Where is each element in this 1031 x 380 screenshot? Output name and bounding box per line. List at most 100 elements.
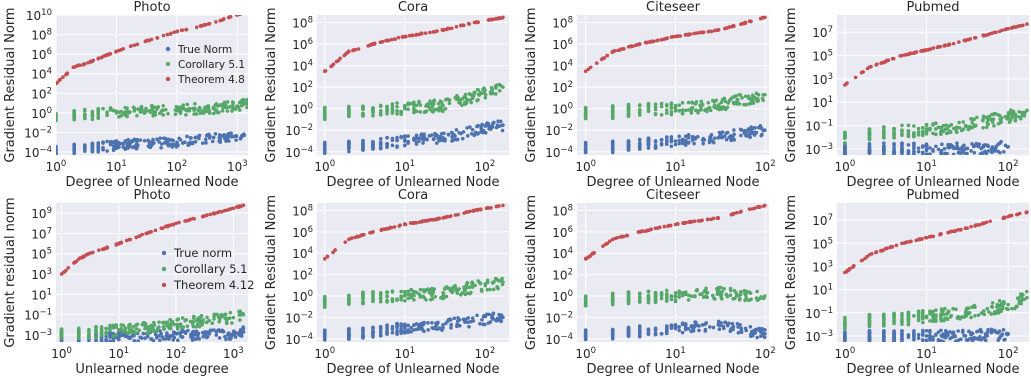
data-point	[186, 143, 191, 147]
data-point	[928, 311, 932, 316]
gridlines	[55, 14, 248, 155]
data-point	[738, 127, 743, 132]
y-tick-label: 10−2	[545, 123, 573, 138]
data-point	[188, 140, 192, 145]
data-point	[739, 326, 743, 331]
data-point	[869, 64, 873, 69]
data-point	[1025, 22, 1029, 26]
data-point	[981, 33, 986, 38]
data-point	[910, 51, 914, 56]
data-point	[361, 290, 365, 295]
data-point	[710, 293, 715, 298]
data-point	[928, 334, 932, 338]
x-tick-label: 100	[314, 159, 335, 174]
data-point	[748, 291, 753, 295]
data-point	[709, 29, 714, 34]
data-point	[94, 335, 98, 339]
data-point	[452, 316, 457, 321]
data-point	[626, 328, 631, 333]
data-point	[173, 112, 178, 117]
data-point	[972, 150, 977, 155]
data-point	[476, 279, 481, 283]
data-point	[147, 108, 152, 113]
data-point	[96, 116, 101, 120]
chart-title: Pubmed	[906, 188, 959, 203]
data-point	[486, 206, 491, 210]
data-point	[686, 135, 691, 140]
data-point	[939, 148, 944, 153]
legend-marker	[161, 282, 167, 288]
data-point	[111, 334, 116, 339]
data-point	[138, 335, 142, 339]
data-point	[399, 323, 403, 328]
data-point	[892, 127, 896, 131]
data-point	[669, 137, 674, 141]
data-point	[485, 287, 490, 292]
data-point	[76, 336, 81, 340]
data-point	[590, 251, 595, 256]
data-point	[900, 331, 904, 336]
x-tick-label: 101	[394, 159, 415, 174]
data-point	[409, 326, 413, 330]
data-point	[161, 108, 165, 112]
data-point	[961, 120, 966, 124]
data-point	[61, 75, 65, 79]
data-point	[104, 326, 108, 331]
data-point	[586, 255, 591, 259]
data-point	[664, 292, 669, 297]
data-point	[936, 330, 941, 334]
series-theorem-4-8	[322, 15, 505, 74]
data-point	[96, 150, 101, 154]
data-point	[409, 295, 413, 300]
data-point	[916, 146, 921, 150]
data-point	[323, 69, 328, 73]
data-point	[924, 152, 929, 155]
data-point	[134, 146, 139, 151]
data-point	[892, 130, 896, 134]
data-point	[322, 109, 327, 113]
data-point	[115, 242, 120, 246]
data-point	[939, 125, 943, 130]
data-point	[418, 110, 423, 114]
data-point	[892, 149, 896, 154]
data-point	[136, 107, 140, 111]
data-point	[453, 283, 457, 288]
x-tick-label: 101	[916, 346, 937, 361]
data-point	[101, 106, 105, 111]
data-point	[708, 135, 713, 140]
data-point	[56, 80, 60, 85]
data-point	[460, 136, 465, 141]
data-point	[646, 293, 651, 298]
data-point	[378, 146, 383, 151]
data-point	[361, 113, 365, 117]
series-true-norm	[843, 139, 1010, 155]
data-point	[114, 145, 119, 149]
data-point	[213, 132, 218, 136]
y-tick-label: 107	[812, 25, 833, 40]
data-point	[383, 227, 387, 231]
data-point	[1014, 304, 1019, 309]
data-point	[241, 11, 245, 15]
data-point	[931, 319, 935, 323]
data-point	[892, 319, 896, 324]
data-point	[965, 226, 969, 230]
y-tick-label: 10−2	[285, 123, 313, 138]
data-point	[428, 107, 433, 112]
y-tick-label: 10−4	[285, 332, 313, 347]
y-tick-label: 104	[31, 67, 52, 82]
data-point	[626, 148, 631, 152]
x-axis-label: Degree of Unlearned Node	[326, 362, 499, 376]
data-point	[886, 58, 890, 63]
data-point	[131, 325, 135, 329]
y-tick-label: 10−3	[805, 329, 833, 344]
data-point	[706, 106, 711, 111]
data-point	[403, 329, 407, 334]
data-point	[123, 105, 128, 110]
data-point	[475, 87, 480, 92]
data-point	[747, 19, 752, 23]
data-point	[934, 121, 938, 126]
data-point	[170, 145, 174, 149]
data-point	[882, 149, 886, 154]
data-point	[228, 310, 233, 315]
data-point	[108, 335, 112, 340]
